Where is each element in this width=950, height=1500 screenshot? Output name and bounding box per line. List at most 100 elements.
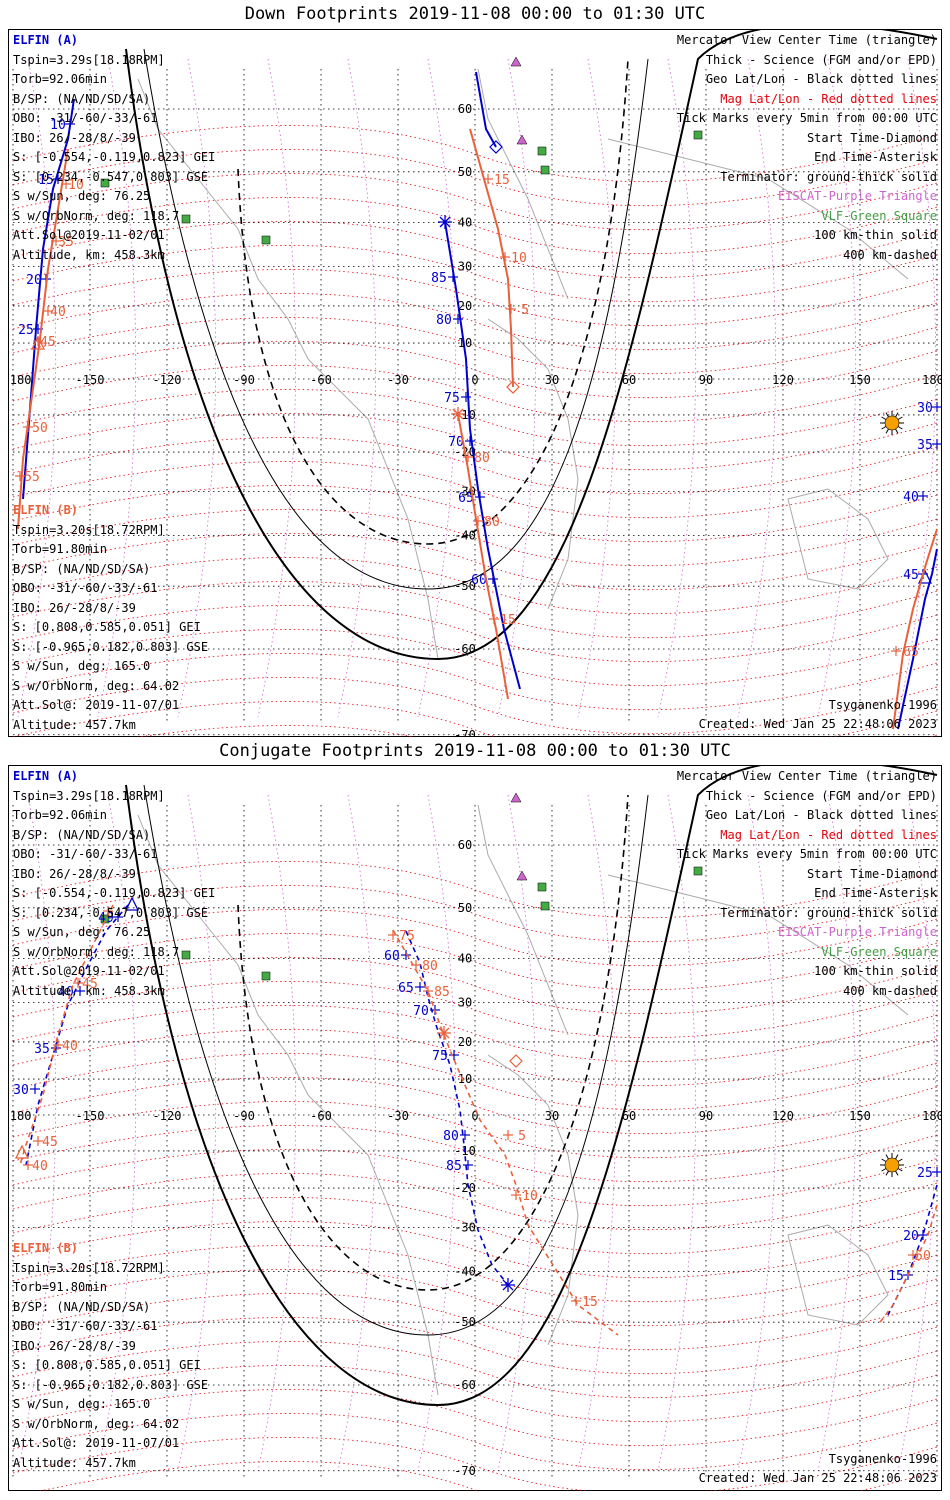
mag-lat-line <box>12 1125 938 1183</box>
elfin-b-info-line: Att.Sol@: 2019-11-07/01 <box>13 1436 180 1450</box>
time-tick-label: 35 <box>34 1042 50 1057</box>
time-tick-label: 50 <box>915 1249 931 1264</box>
lon-tick-label: 0 <box>471 373 478 387</box>
end-asterisk <box>437 1026 451 1040</box>
time-tick-label: 20 <box>26 273 42 288</box>
time-tick-label: 70 <box>448 435 464 450</box>
time-tick-label: 40 <box>50 305 66 320</box>
mag-lat-line <box>12 1269 938 1327</box>
mag-lat-line <box>12 957 938 1015</box>
mag-lon-line <box>97 794 137 1472</box>
mag-lat-line <box>12 1389 938 1447</box>
legend-entry: Terminator: ground-thick solid <box>720 169 937 184</box>
coastline <box>477 68 569 300</box>
mag-lat-line <box>12 933 938 991</box>
mag-lon-line <box>737 794 777 1472</box>
mag-lat-line <box>12 413 938 471</box>
coastline <box>607 874 909 1016</box>
mag-lat-line <box>12 981 938 1039</box>
lat-tick-label: -70 <box>454 1464 476 1478</box>
elfin-a-info-line: S w/Sun, deg: 76.25 <box>13 189 151 203</box>
elfin-a-info-line: Altitude, km: 458.3km <box>13 983 165 998</box>
elfin-a-info-line: Altitude, km: 458.3km <box>13 247 165 262</box>
mag-lat-line <box>12 1053 938 1111</box>
lon-tick-label: 180 <box>922 373 942 387</box>
lat-tick-label: -20 <box>454 1181 476 1195</box>
time-tick-label: 65 <box>903 645 919 660</box>
coastline <box>787 1224 889 1326</box>
panel-title-conjugate: Conjugate Footprints 2019-11-08 00:00 to… <box>219 741 731 761</box>
lat-tick-label: -70 <box>454 728 476 737</box>
lat-tick-label: -50 <box>454 1315 476 1329</box>
elfin-a-header: ELFIN (A) <box>13 33 79 47</box>
time-tick-label: 15 <box>500 613 516 628</box>
time-tick-label: 60 <box>471 573 487 588</box>
vlf-square <box>181 950 191 960</box>
elfin-a-info-line: S w/OrbNorm, deg: 118.7 <box>13 208 180 223</box>
eiscat-triangle <box>510 56 522 67</box>
elfin-b-info-line: IBO: 26/-28/8/-39 <box>13 1338 136 1353</box>
elfin-b-info-line: S: [-0.965,0.182,0.803] GSE <box>13 1377 209 1392</box>
mag-lat-line <box>12 1101 938 1159</box>
mag-lat-line <box>12 197 938 255</box>
mag-lat-line <box>12 557 938 615</box>
track-elfin-a-down <box>475 71 503 154</box>
mag-lon-line <box>657 794 697 1472</box>
mag-lat-line <box>12 1173 938 1231</box>
mag-lat-line <box>12 605 938 663</box>
track-elfin-a-down-2: 85 80 75 70 65 60 <box>431 215 521 690</box>
elfin-b-info-line: Tspin=3.20s[18.72RPM] <box>13 522 165 537</box>
time-tick-label: 5 <box>521 303 529 318</box>
elfin-a-info-line: S: [0.234,-0.547,0.803] GSE <box>13 169 209 184</box>
mag-lat-line <box>12 1245 938 1303</box>
legend-entry: Start Time-Diamond <box>806 866 937 881</box>
vlf-square <box>540 901 550 911</box>
legend-entry: Mercator View Center Time (triangle) <box>676 33 937 47</box>
mag-lat-line <box>12 1437 938 1491</box>
time-tick-label: 10 <box>511 251 527 266</box>
elfin-a-info-line: S w/Sun, deg: 76.25 <box>13 925 151 939</box>
map-canvas-down: -180 -150 -120 -90 -60 -30 0 30 60 90 120 150 180 70 6… <box>8 29 942 737</box>
elfin-a-info-line: Torb=92.06min <box>13 808 107 822</box>
mag-grid <box>12 794 938 1491</box>
terminator-100km <box>143 784 649 1336</box>
elfin-a-info-line: OBO: -31/-60/-33/-61 <box>13 847 158 861</box>
elfin-b-info-line: S: [0.808,0.585,0.051] GEI <box>13 620 201 634</box>
mag-lon-line <box>177 794 217 1472</box>
end-asterisk <box>438 215 452 229</box>
lon-tick-label: -180 <box>8 1109 31 1123</box>
center-triangle <box>124 896 140 911</box>
track-elfin-a-right: 30 35 40 45 <box>897 401 942 730</box>
elfin-b-header: ELFIN (B) <box>13 503 79 517</box>
lon-tick-label: 60 <box>622 373 636 387</box>
sun-icon <box>880 411 904 435</box>
track-line <box>444 221 521 690</box>
mag-lat-line <box>12 653 938 711</box>
time-tick-label: 35 <box>58 235 74 250</box>
lon-tick-label: 120 <box>772 1109 794 1123</box>
mag-lat-line <box>12 629 938 687</box>
elfin-a-info-line: Tspin=3.29s[18.18RPM] <box>13 52 165 67</box>
time-tick-label: 65 <box>398 981 414 996</box>
elfin-b-info-line: OBO: -31/-60/-33/-61 <box>13 581 158 595</box>
time-tick-label: 50 <box>32 421 48 436</box>
lon-tick-label: 120 <box>772 373 794 387</box>
mag-grid <box>12 58 938 737</box>
mag-lat-line <box>12 533 938 591</box>
elfin-a-info-line: B/SP: (NA/ND/SD/SA) <box>13 91 151 106</box>
vlf-square <box>693 130 703 140</box>
track-elfin-b-left-conj: 45 40 45 40 <box>14 904 114 1174</box>
coastline <box>487 318 579 610</box>
elfin-a-info-line: B/SP: (NA/ND/SD/SA) <box>13 827 151 842</box>
lat-tick-label: 40 <box>458 216 472 230</box>
mag-lon-line <box>257 794 297 1472</box>
terminator-ground <box>125 765 938 1407</box>
coastline <box>787 488 889 590</box>
lat-tick-label: 20 <box>458 299 472 313</box>
lat-tick-label: -60 <box>454 1378 476 1392</box>
legend-entry: EISCAT-Purple Triangle <box>778 925 937 939</box>
elfin-a-info-line: IBO: 26/-28/8/-39 <box>13 866 136 881</box>
legend-entry: 400 km-dashed <box>843 247 937 262</box>
created-label: Created: Wed Jan 25 22:48:06 2023 <box>698 717 937 731</box>
mag-lat-line <box>12 269 938 327</box>
